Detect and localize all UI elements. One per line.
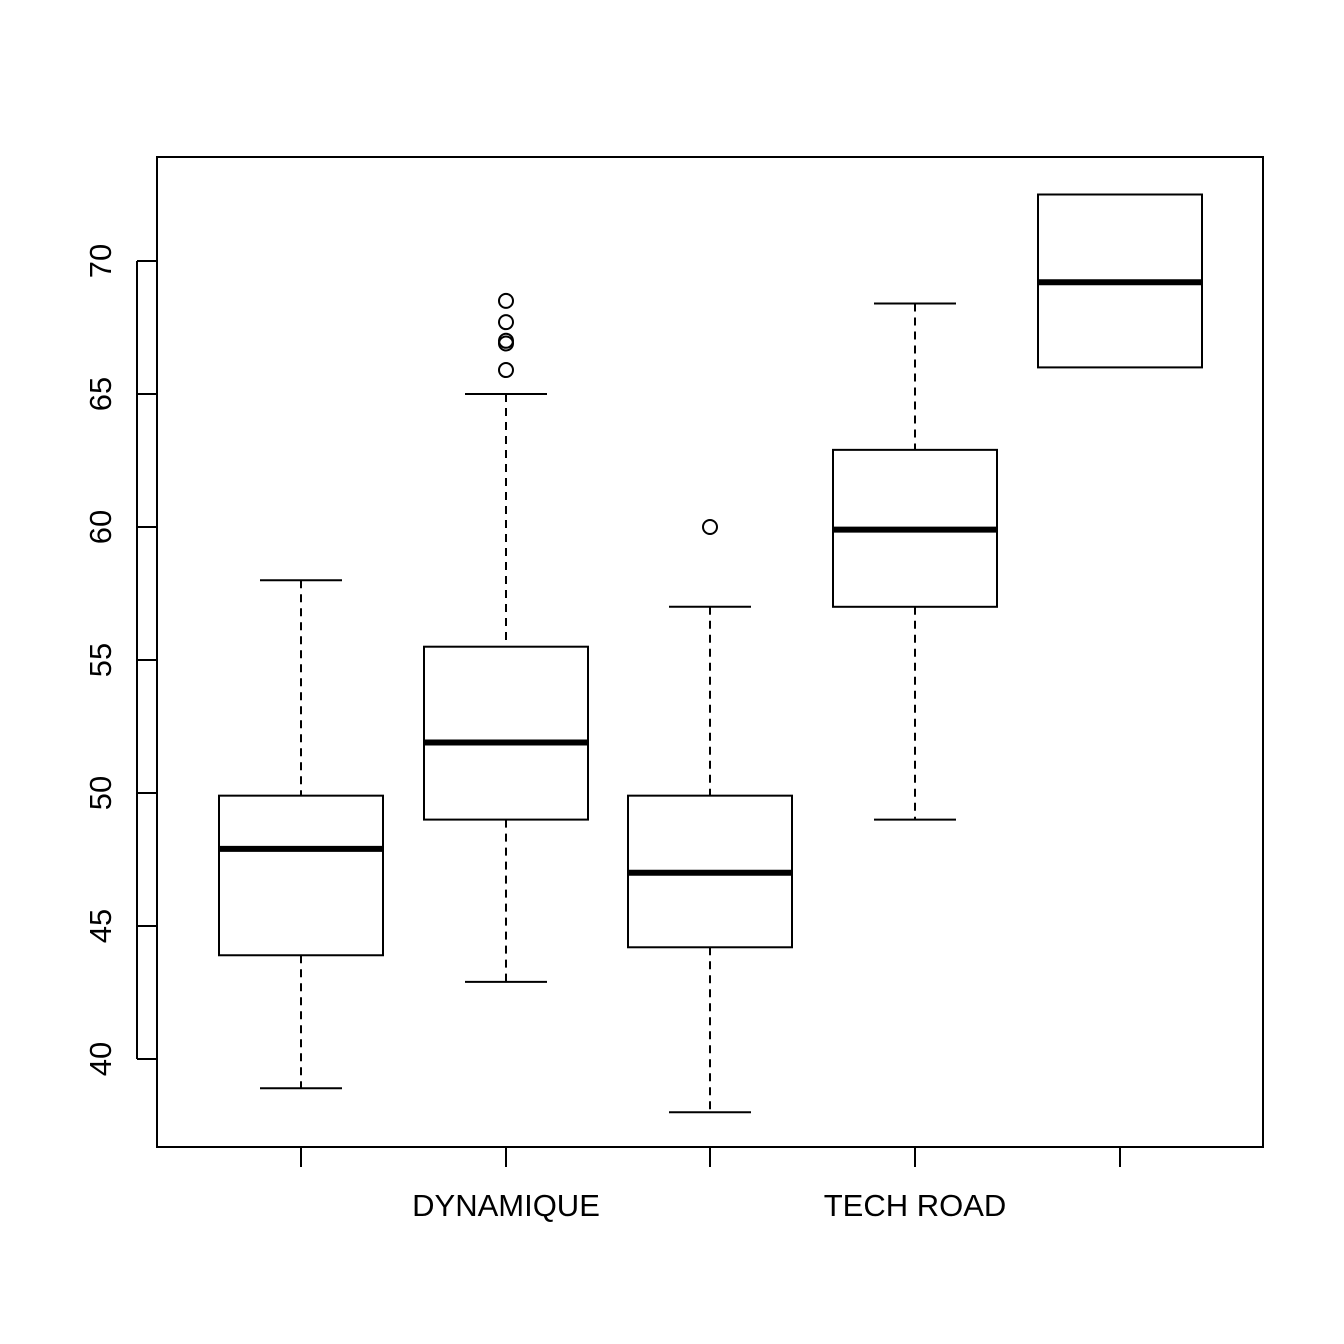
y-tick-label: 60	[83, 510, 118, 544]
box-series	[218, 193, 1203, 1114]
x-tick-label: TECH ROAD	[824, 1188, 1007, 1223]
y-tick-label: 40	[83, 1042, 118, 1076]
y-tick-label: 50	[83, 776, 118, 810]
box-group	[218, 579, 384, 1090]
x-axis: DYNAMIQUE TECH ROAD	[300, 1147, 1121, 1223]
y-tick-label: 70	[83, 244, 118, 278]
box-group	[627, 519, 793, 1114]
y-tick-label: 45	[83, 909, 118, 943]
x-tick-label: DYNAMIQUE	[412, 1188, 600, 1223]
outlier-point	[498, 362, 514, 379]
outlier-point	[498, 332, 514, 349]
outlier-point	[702, 519, 718, 535]
y-tick-label: 55	[83, 643, 118, 677]
box-group	[423, 292, 589, 983]
outlier-point	[498, 292, 514, 309]
box-iqr	[423, 645, 589, 821]
y-tick-label: 65	[83, 377, 118, 411]
y-axis: 40 45 50 55 60 65 70	[83, 244, 157, 1076]
box-group	[832, 302, 998, 821]
box-group	[1037, 193, 1203, 369]
outlier-point	[498, 314, 514, 331]
box-iqr	[218, 794, 384, 957]
